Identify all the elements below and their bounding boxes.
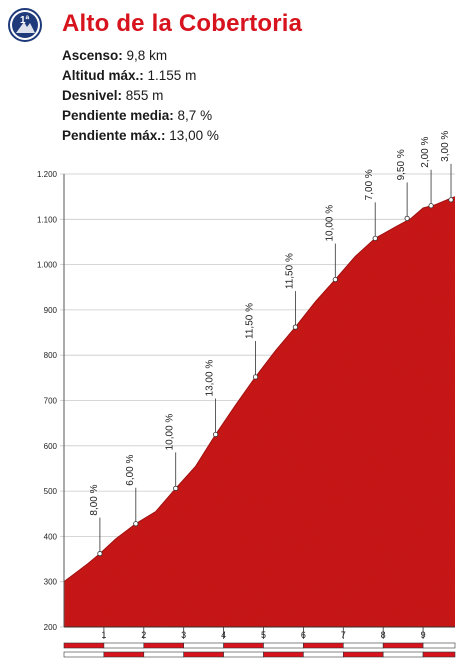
gradient-label: 2,00 %	[420, 136, 431, 167]
y-tick-label: 700	[44, 397, 58, 406]
road-band-segment	[422, 642, 456, 649]
marker-point	[252, 374, 259, 380]
marker-point	[404, 215, 410, 221]
road-band-segment	[183, 651, 224, 658]
marker-point	[332, 276, 338, 283]
road-band-segment	[422, 651, 456, 658]
y-tick-label: 400	[44, 532, 58, 541]
x-tick-label: 8	[381, 630, 386, 640]
road-band-segment	[103, 642, 145, 649]
gradient-label: 13,00 %	[205, 360, 216, 397]
marker-point	[97, 551, 103, 557]
road-band-segment	[263, 642, 304, 649]
road-band-segment	[342, 651, 384, 658]
marker-point	[173, 485, 179, 491]
marker-point	[448, 197, 454, 203]
road-band-segment	[103, 651, 145, 658]
x-tick-label: 4	[221, 630, 226, 640]
road-band-segment	[382, 651, 424, 658]
y-tick-label: 900	[44, 306, 58, 315]
marker-point	[213, 431, 219, 438]
y-tick-label: 500	[44, 487, 58, 496]
marker-point	[428, 203, 434, 209]
x-tick-label: 2	[141, 630, 146, 640]
x-tick-label: 7	[341, 630, 346, 640]
road-band-segment	[183, 642, 224, 649]
y-tick-label: 200	[44, 623, 58, 632]
road-band-segment	[63, 642, 105, 649]
climb-title: Alto de la Cobertoria	[62, 10, 303, 37]
y-tick-label: 300	[44, 578, 58, 587]
road-band-segment	[223, 651, 264, 658]
gradient-label: 9,50 %	[396, 149, 407, 180]
y-tick-label: 600	[44, 442, 58, 451]
y-tick-label: 1.100	[37, 215, 58, 224]
category-badge: 1ª	[8, 8, 42, 42]
marker-point	[292, 324, 299, 330]
gradient-label: 11,50 %	[245, 303, 256, 339]
stat-elevation-gain: Desnivel: 855 m	[62, 88, 164, 103]
gradient-label: 8,00 %	[89, 484, 100, 515]
stat-max-altitude: Altitud máx.: 1.155 m	[62, 68, 197, 83]
km-markers: 8,00 % 6,00 % 10,00 % 13,00 % 11,50 % 11,50 %…	[89, 131, 454, 557]
road-band-segment	[342, 642, 384, 649]
x-tick-label: 5	[261, 630, 266, 640]
climb-stats: Ascenso: 9,8 km Altitud máx.: 1.155 m De…	[62, 46, 219, 146]
svg-text:1ª: 1ª	[20, 15, 30, 26]
road-band-segment	[303, 642, 344, 649]
gradient-label: 6,00 %	[125, 454, 136, 485]
stat-average-gradient: Pendiente media: 8,7 %	[62, 108, 213, 123]
gradient-label: 7,00 %	[364, 169, 375, 200]
road-band-segment	[63, 651, 105, 658]
x-tick-label: 3	[181, 630, 186, 640]
gradient-label: 10,00 %	[165, 414, 176, 451]
y-tick-label: 1.200	[37, 170, 58, 179]
y-tick-label: 1.000	[37, 261, 58, 270]
road-band-segment	[143, 642, 184, 649]
profile-area-layer	[63, 196, 456, 627]
marker-point	[372, 235, 378, 241]
gradient-label: 10,00 %	[324, 205, 335, 242]
x-tick-label: 1	[101, 630, 106, 640]
marker-point	[133, 521, 139, 527]
gradient-label: 3,00 %	[440, 131, 451, 162]
mountain-category-icon: 1ª	[8, 8, 42, 42]
profile-outline	[63, 196, 456, 583]
road-band-segment	[382, 642, 424, 649]
y-tick-label: 800	[44, 351, 58, 360]
gradient-label: 11,50 %	[284, 253, 295, 289]
road-band-segment	[303, 651, 344, 658]
stat-ascent: Ascenso: 9,8 km	[62, 48, 168, 63]
x-tick-label: 9	[421, 630, 426, 640]
x-tick-label: 6	[301, 630, 306, 640]
profile-area	[64, 196, 455, 627]
x-axis-ruler: 1 2 3 4 5 6 7 8 9	[63, 626, 456, 658]
road-band-segment	[143, 651, 184, 658]
y-axis: 200 300 400 500 600 700 800 900 1.000 1.100 1.200	[37, 170, 65, 632]
stat-max-gradient: Pendiente máx.: 13,00 %	[62, 128, 219, 143]
road-band-segment	[263, 651, 304, 658]
road-band-segment	[223, 642, 264, 649]
